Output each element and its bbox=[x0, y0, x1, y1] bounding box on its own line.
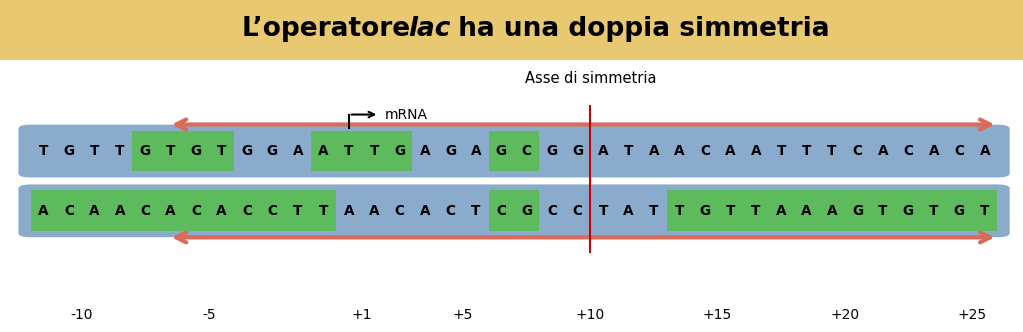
Text: T: T bbox=[598, 204, 608, 218]
Text: T: T bbox=[828, 144, 837, 158]
Text: A: A bbox=[979, 144, 990, 158]
Text: A: A bbox=[775, 204, 787, 218]
Text: A: A bbox=[751, 144, 761, 158]
Text: A: A bbox=[649, 144, 659, 158]
Text: A: A bbox=[597, 144, 609, 158]
Bar bbox=[31, 190, 336, 231]
Text: T: T bbox=[650, 204, 659, 218]
Text: C: C bbox=[267, 204, 277, 218]
Text: -10: -10 bbox=[71, 308, 93, 322]
Text: T: T bbox=[725, 204, 735, 218]
FancyBboxPatch shape bbox=[18, 124, 1010, 177]
Text: A: A bbox=[38, 204, 49, 218]
Text: T: T bbox=[751, 204, 760, 218]
Text: A: A bbox=[419, 144, 431, 158]
Text: T: T bbox=[879, 204, 888, 218]
Text: G: G bbox=[496, 144, 507, 158]
Text: T: T bbox=[39, 144, 48, 158]
Text: C: C bbox=[700, 144, 710, 158]
Text: +25: +25 bbox=[958, 308, 986, 322]
Text: G: G bbox=[445, 144, 456, 158]
Text: T: T bbox=[369, 144, 379, 158]
Text: A: A bbox=[318, 144, 328, 158]
Text: A: A bbox=[827, 204, 837, 218]
Text: mRNA: mRNA bbox=[385, 108, 428, 122]
Text: A: A bbox=[878, 144, 888, 158]
Text: C: C bbox=[852, 144, 862, 158]
Text: T: T bbox=[472, 204, 481, 218]
Text: C: C bbox=[522, 144, 532, 158]
Text: +1: +1 bbox=[351, 308, 371, 322]
Text: T: T bbox=[166, 144, 175, 158]
Text: T: T bbox=[115, 144, 125, 158]
Text: A: A bbox=[929, 144, 939, 158]
Text: ha una doppia simmetria: ha una doppia simmetria bbox=[449, 16, 830, 42]
Text: A: A bbox=[293, 144, 303, 158]
Text: C: C bbox=[573, 204, 582, 218]
Text: L’operatore: L’operatore bbox=[242, 16, 419, 42]
Text: C: C bbox=[496, 204, 506, 218]
Text: A: A bbox=[89, 204, 99, 218]
Text: C: C bbox=[954, 144, 965, 158]
Text: +5: +5 bbox=[453, 308, 474, 322]
Text: A: A bbox=[725, 144, 736, 158]
Text: A: A bbox=[471, 144, 481, 158]
Text: A: A bbox=[623, 204, 634, 218]
Text: T: T bbox=[90, 144, 99, 158]
Bar bbox=[489, 130, 539, 171]
Text: T: T bbox=[217, 144, 226, 158]
Text: G: G bbox=[903, 204, 914, 218]
Text: +10: +10 bbox=[576, 308, 605, 322]
FancyBboxPatch shape bbox=[18, 184, 1010, 237]
Text: Asse di simmetria: Asse di simmetria bbox=[525, 71, 656, 86]
Text: lac: lac bbox=[408, 16, 450, 42]
Text: +20: +20 bbox=[831, 308, 859, 322]
Bar bbox=[0, 0, 1023, 60]
Text: G: G bbox=[394, 144, 405, 158]
Text: C: C bbox=[395, 204, 404, 218]
Text: T: T bbox=[675, 204, 684, 218]
Text: T: T bbox=[318, 204, 328, 218]
Text: A: A bbox=[344, 204, 354, 218]
Bar bbox=[132, 130, 234, 171]
Text: G: G bbox=[63, 144, 75, 158]
Text: T: T bbox=[802, 144, 811, 158]
Text: T: T bbox=[624, 144, 633, 158]
Text: G: G bbox=[190, 144, 202, 158]
Text: C: C bbox=[242, 204, 252, 218]
Text: A: A bbox=[801, 204, 812, 218]
Text: T: T bbox=[929, 204, 938, 218]
Text: A: A bbox=[674, 144, 684, 158]
Bar bbox=[311, 130, 412, 171]
Text: G: G bbox=[953, 204, 965, 218]
Text: T: T bbox=[776, 144, 786, 158]
Text: C: C bbox=[63, 204, 74, 218]
Text: +15: +15 bbox=[703, 308, 732, 322]
Text: A: A bbox=[419, 204, 431, 218]
Text: G: G bbox=[267, 144, 278, 158]
Bar bbox=[489, 190, 539, 231]
Text: C: C bbox=[446, 204, 455, 218]
Text: A: A bbox=[369, 204, 380, 218]
Text: G: G bbox=[852, 204, 863, 218]
Text: A: A bbox=[216, 204, 227, 218]
Text: G: G bbox=[241, 144, 253, 158]
Bar bbox=[667, 190, 997, 231]
Text: -5: -5 bbox=[202, 308, 216, 322]
Text: C: C bbox=[191, 204, 201, 218]
Text: G: G bbox=[572, 144, 583, 158]
Text: C: C bbox=[140, 204, 150, 218]
Text: C: C bbox=[547, 204, 558, 218]
Text: A: A bbox=[166, 204, 176, 218]
Text: G: G bbox=[546, 144, 558, 158]
Text: G: G bbox=[521, 204, 532, 218]
Text: A: A bbox=[115, 204, 125, 218]
Text: C: C bbox=[903, 144, 914, 158]
Text: T: T bbox=[980, 204, 989, 218]
Text: T: T bbox=[344, 144, 353, 158]
Text: G: G bbox=[139, 144, 150, 158]
Text: G: G bbox=[700, 204, 710, 218]
Text: T: T bbox=[294, 204, 303, 218]
